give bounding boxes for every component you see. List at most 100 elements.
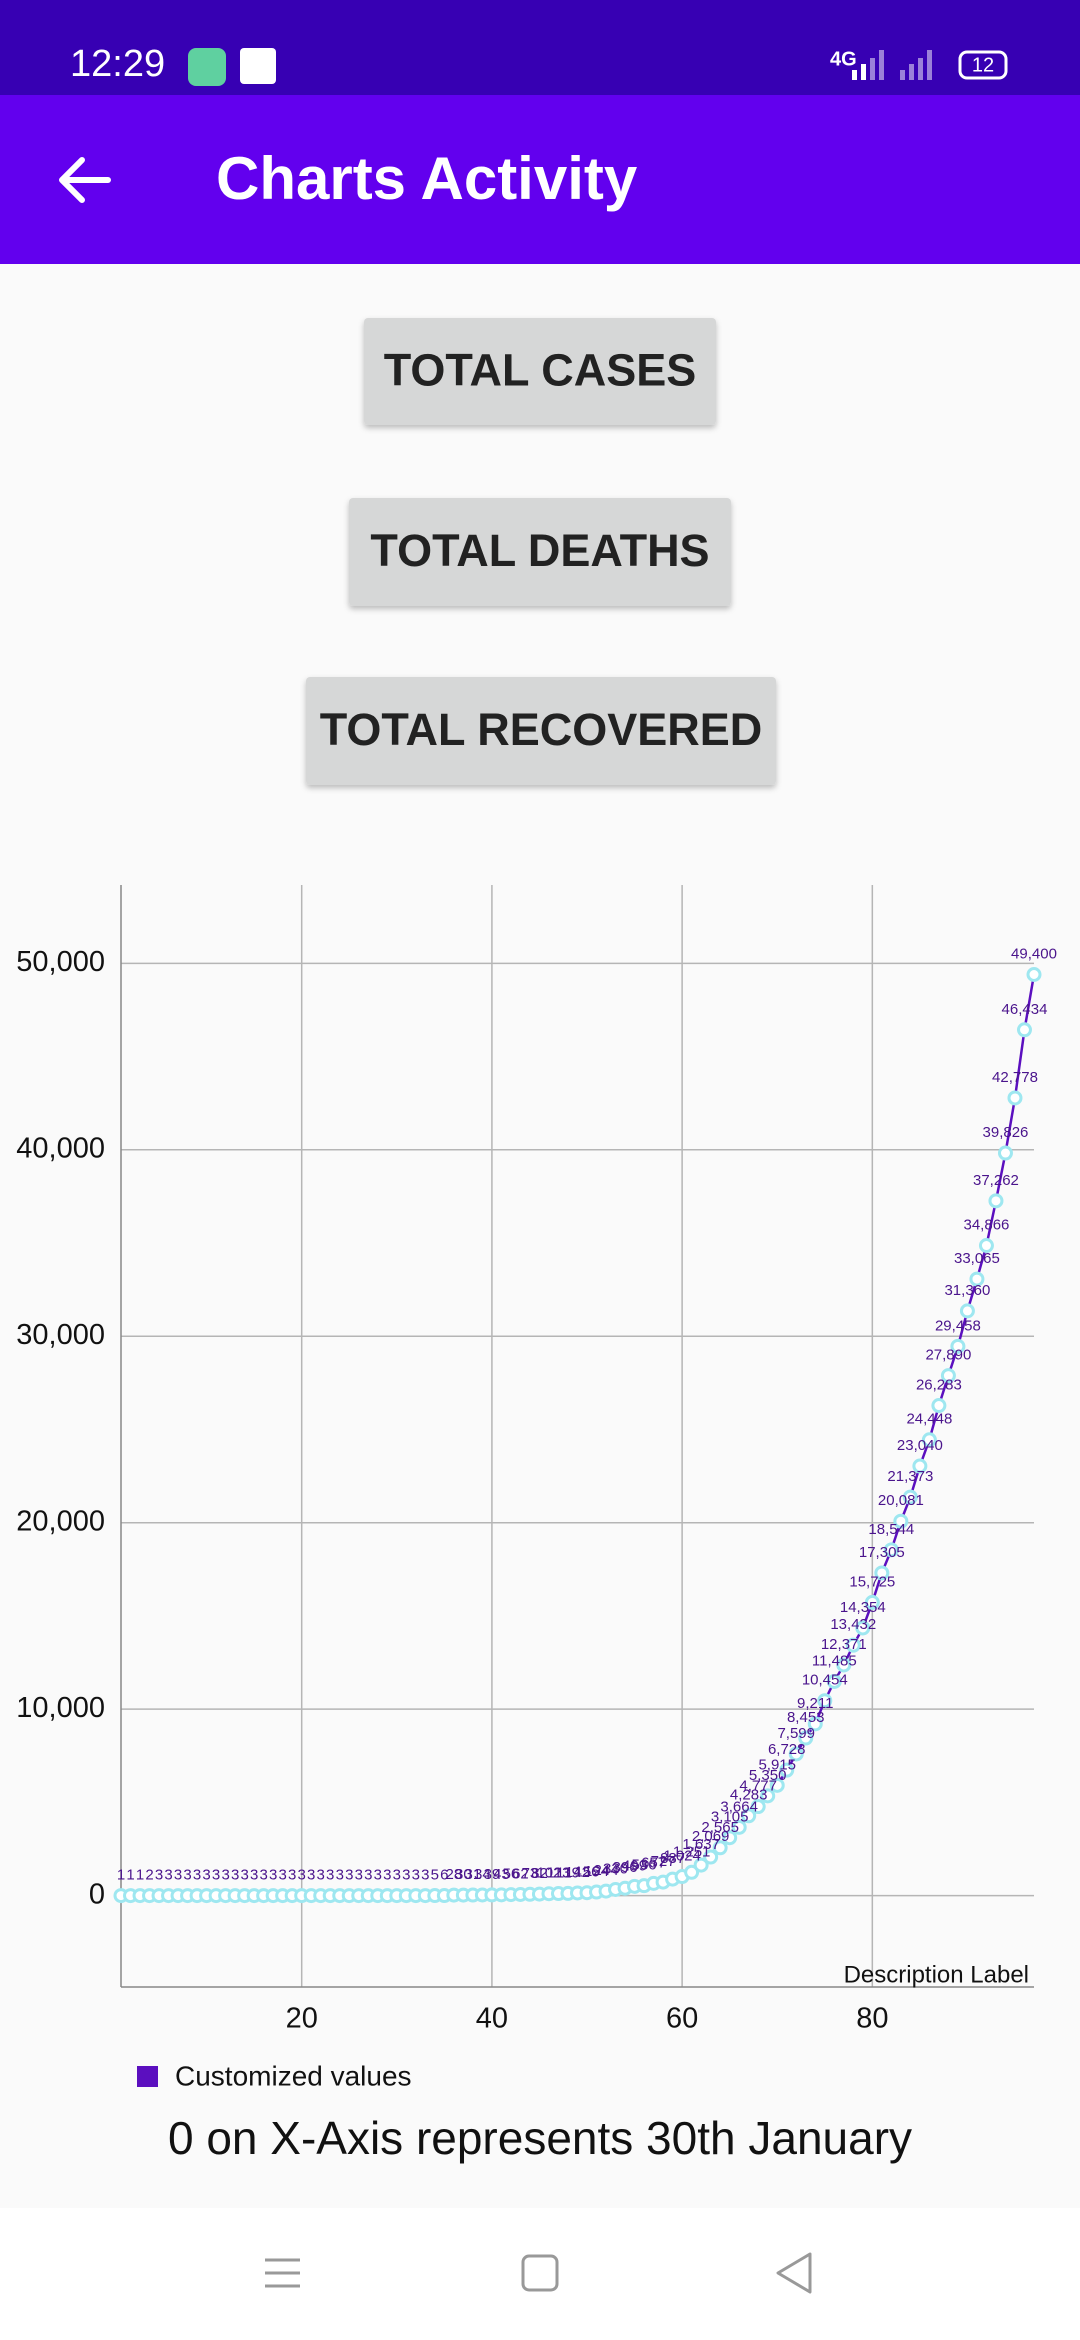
nav-menu[interactable] [265,2258,300,2288]
value-label: 244 [594,1862,619,1879]
data-point [874,1565,890,1581]
value-label: 12,371 [821,1636,867,1653]
app-icon [240,48,276,84]
value-label: 3 [374,1867,382,1884]
value-label: 26,283 [916,1377,962,1394]
data-point [703,1849,719,1865]
back-button[interactable] [59,157,111,203]
app-bar [0,95,1080,264]
data-point [807,1716,823,1732]
button-label: TOTAL RECOVERED [320,704,763,755]
data-point [855,1620,871,1636]
data-point [883,1542,899,1558]
value-label: 3 [202,1867,210,1884]
x-tick-label: 20 [286,2003,318,2035]
button-bg [306,677,776,785]
data-point [912,1458,928,1474]
value-label: 5 [431,1867,439,1884]
data-point [826,1673,842,1689]
data-point [931,1398,947,1414]
value-label: 34 [474,1866,491,1883]
value-label: 3 [279,1867,287,1884]
value-label: 4,283 [730,1787,768,1804]
value-label: 2,565 [701,1819,739,1836]
value-label: 8,453 [787,1709,825,1726]
value-label: 34,866 [964,1216,1010,1233]
button[interactable]: TOTAL CASES [364,318,716,425]
value-label: 1 [126,1867,134,1884]
value-label: 14,354 [840,1599,886,1616]
y-tick-label: 40,000 [16,1132,105,1164]
data-point [712,1840,728,1856]
signal-icon [852,50,932,80]
status-time: 12:29 [70,43,165,85]
value-label: 7,599 [777,1725,815,1742]
value-label: 43 [493,1866,510,1883]
series-line [121,974,1036,1897]
value-label: 3 [298,1867,306,1884]
data-point [779,1762,795,1778]
data-point [1026,967,1042,983]
data-point [769,1777,785,1793]
y-tick-label: 20,000 [16,1505,105,1537]
value-label: 29,458 [935,1317,981,1334]
value-label: 37,262 [973,1172,1019,1189]
battery-icon [958,50,1008,80]
value-label: 42,778 [992,1069,1038,1086]
value-label: 62 [512,1865,529,1882]
app-icon [188,48,226,86]
data-point [940,1368,956,1384]
data-point [1007,1090,1023,1106]
value-label: 4,777 [739,1778,777,1795]
chart-description: Description Label [844,1961,1029,1988]
value-label: 3 [402,1867,410,1884]
data-point [921,1432,937,1448]
data-point [988,1193,1004,1209]
value-label: 17,305 [859,1544,905,1561]
value-label: 727 [651,1853,676,1870]
legend-label: Customized values [175,2060,412,2091]
value-label: 3 [336,1867,344,1884]
value-label: 102 [536,1865,561,1882]
app-title: Charts Activity [216,145,638,212]
value-label: 3 [259,1867,267,1884]
value-label: 3 [155,1867,163,1884]
value-label: 3 [212,1867,220,1884]
y-tick-label: 30,000 [16,1319,105,1351]
value-label: 330 [603,1860,628,1877]
y-tick-label: 50,000 [16,946,105,978]
data-point [750,1799,766,1815]
value-label: 10,454 [802,1672,848,1689]
value-label: 31,360 [944,1282,990,1299]
value-label: 5,915 [758,1756,796,1773]
data-point [969,1271,985,1287]
value-label: 1 [136,1867,144,1884]
value-label: 3 [326,1867,334,1884]
value-label: 887 [660,1850,685,1867]
button-bg [364,318,716,425]
button[interactable]: TOTAL RECOVERED [306,677,776,785]
value-label: 49,400 [1011,945,1057,962]
value-label: 30 [455,1866,472,1883]
value-label: 119 [556,1864,580,1881]
value-label: 1,024 [663,1848,701,1865]
value-label: 5,350 [749,1767,787,1784]
nav-home[interactable] [521,2254,559,2292]
value-label: 13,432 [830,1616,876,1633]
value-label: 18,544 [868,1521,914,1538]
value-label: 142 [565,1864,590,1881]
data-point [693,1857,709,1873]
nav-back[interactable] [776,2252,812,2294]
value-label: 194 [584,1863,609,1880]
button[interactable]: TOTAL DEATHS [349,498,731,606]
value-label: 3 [193,1867,201,1884]
value-label: 3 [393,1867,401,1884]
x-tick-label: 80 [856,2003,888,2035]
value-label: 3 [364,1867,372,1884]
value-label: 3,105 [711,1809,749,1826]
value-label: 2 [145,1867,153,1884]
value-label: 113 [547,1864,571,1881]
value-label: 21,373 [887,1468,933,1485]
